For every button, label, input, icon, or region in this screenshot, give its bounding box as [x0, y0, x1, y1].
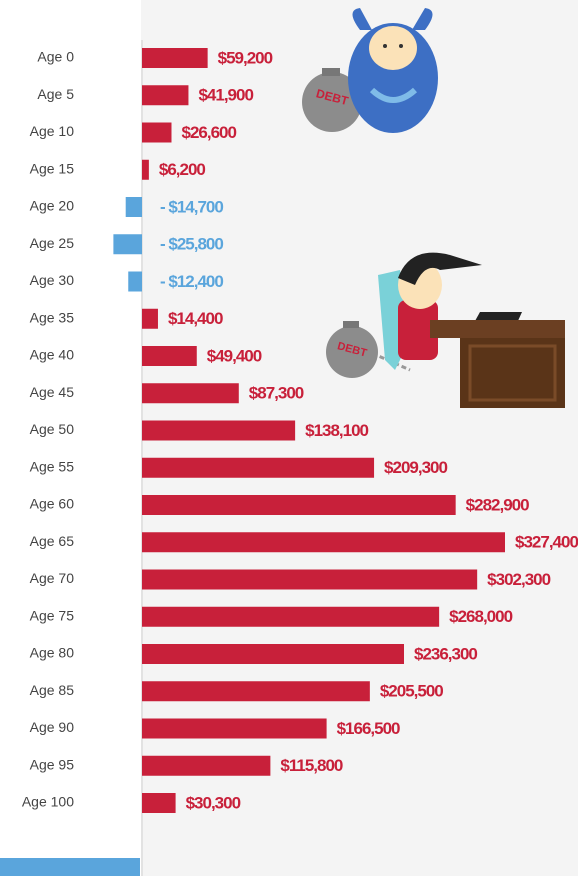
bar — [142, 85, 189, 106]
bar — [142, 644, 404, 664]
value-label: $236,300 — [414, 644, 477, 663]
value-label: $138,100 — [305, 421, 368, 440]
baby-illustration: DEBT — [302, 8, 438, 133]
category-label: Age 60 — [30, 496, 75, 512]
bar — [142, 681, 370, 702]
value-label: - $14,700 — [160, 197, 223, 216]
value-label: $30,300 — [186, 793, 241, 812]
category-label: Age 50 — [30, 421, 75, 437]
category-label: Age 10 — [30, 123, 75, 139]
footer-strip — [0, 858, 140, 876]
bar — [142, 606, 440, 627]
bar — [142, 420, 296, 441]
bar — [142, 569, 478, 590]
value-label: $282,900 — [466, 495, 529, 514]
bar — [125, 197, 142, 217]
bar — [142, 48, 208, 68]
label-panel — [0, 0, 141, 876]
bar — [142, 346, 197, 366]
bar — [142, 718, 327, 739]
category-label: Age 35 — [30, 309, 75, 325]
bar — [142, 793, 176, 813]
category-label: Age 85 — [30, 682, 75, 698]
value-label: - $25,800 — [160, 235, 223, 254]
value-label: $268,000 — [449, 607, 512, 626]
bar — [142, 457, 375, 478]
value-label: $41,900 — [198, 86, 253, 105]
value-label: $115,800 — [280, 756, 343, 775]
category-label: Age 65 — [30, 533, 75, 549]
bar — [113, 234, 142, 255]
bar — [142, 159, 149, 180]
value-label: $327,400 — [515, 533, 578, 552]
value-label: $166,500 — [337, 719, 400, 738]
bar — [128, 271, 142, 292]
bar — [142, 383, 239, 404]
value-label: $49,400 — [207, 346, 262, 365]
value-label: $209,300 — [384, 458, 447, 477]
value-label: - $12,400 — [160, 272, 223, 291]
category-label: Age 5 — [37, 86, 74, 102]
category-label: Age 15 — [30, 160, 75, 176]
value-label: $6,200 — [159, 160, 206, 179]
category-label: Age 40 — [30, 347, 75, 363]
value-label: $14,400 — [168, 309, 223, 328]
bar — [142, 308, 158, 329]
value-label: $59,200 — [218, 48, 273, 67]
category-label: Age 25 — [30, 235, 75, 251]
bar — [142, 495, 456, 515]
category-label: Age 20 — [30, 198, 75, 214]
category-label: Age 75 — [30, 607, 75, 623]
value-label: $87,300 — [249, 384, 304, 403]
bar — [142, 755, 271, 776]
bar — [142, 122, 172, 143]
category-label: Age 70 — [30, 570, 75, 586]
category-label: Age 0 — [37, 49, 74, 65]
category-label: Age 90 — [30, 719, 75, 735]
value-label: $302,300 — [487, 570, 550, 589]
category-label: Age 80 — [30, 645, 75, 661]
bar — [142, 532, 505, 553]
category-label: Age 100 — [22, 794, 74, 810]
category-label: Age 30 — [30, 272, 75, 288]
value-label: $205,500 — [380, 682, 443, 701]
category-label: Age 55 — [30, 458, 75, 474]
category-label: Age 45 — [30, 384, 75, 400]
value-label: $26,600 — [181, 123, 236, 142]
category-label: Age 95 — [30, 756, 75, 772]
office-illustration: DEBT — [326, 252, 565, 408]
